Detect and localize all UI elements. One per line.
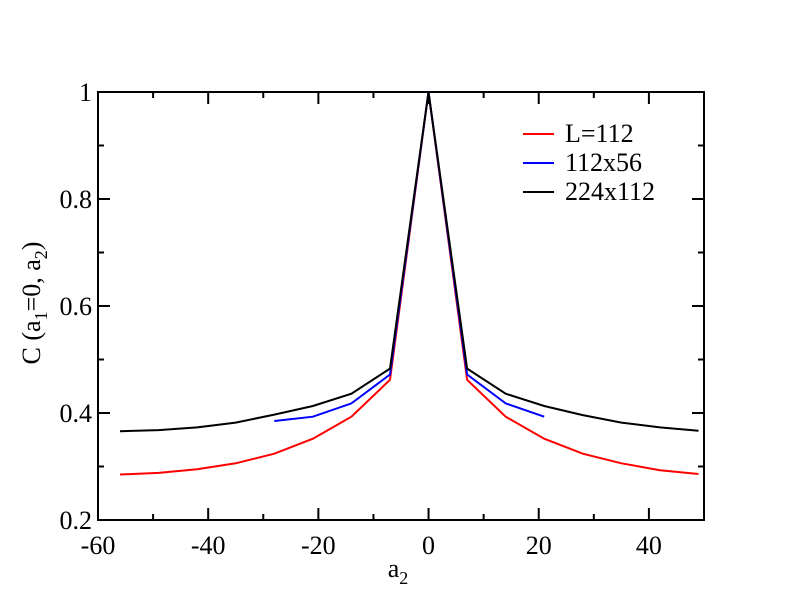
y-tick-label: 0.8 [60,185,93,214]
legend-label-2: 112x56 [565,148,642,177]
legend-label-3: 224x112 [565,177,655,206]
y-tick-label: 1 [79,78,92,107]
x-axis-label: a2 [388,554,409,588]
series-layer [119,91,699,476]
x-tick-label: 0 [422,531,435,560]
y-tick-label: 0.2 [60,506,93,535]
ticks-layer: -60 -40 -20 0 20 40 0.2 0.4 0.6 0.8 1 [60,78,704,560]
y-tick-label: 0.4 [60,399,93,428]
y-axis-label: C (a1=0, a2) [17,242,51,365]
series-line-2 [274,91,545,422]
legend-label-1: L=112 [565,119,634,148]
x-tick-label: 20 [526,531,552,560]
y-tick-label: 0.6 [60,292,93,321]
x-tick-label: -60 [81,531,116,560]
x-tick-label: -20 [301,531,336,560]
x-tick-label: 40 [636,531,662,560]
x-tick-label: -40 [191,531,226,560]
series-line-3 [119,91,699,433]
